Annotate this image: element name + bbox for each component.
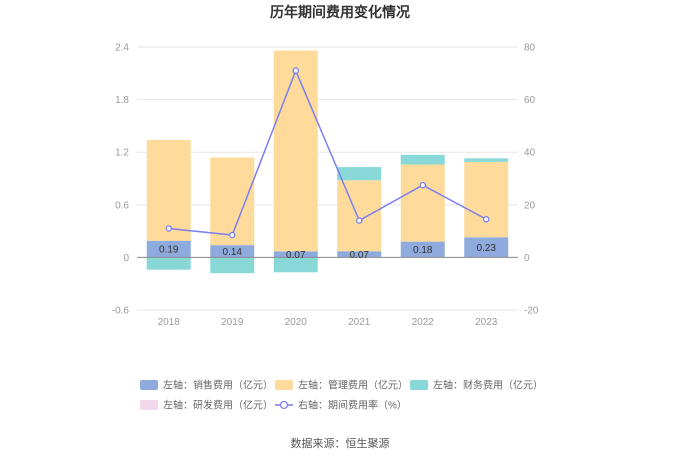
bar-sales-2018 [146,240,191,258]
bar-finance-2021 [337,167,382,181]
legend-label: 左轴：销售费用（亿元） [163,379,273,392]
source-note: 数据来源：恒生聚源 [291,436,390,450]
bar-management-2021 [337,180,382,252]
x-tick-label: 2018 [158,317,181,328]
bar-management-2020 [273,50,318,252]
gridlines [137,46,518,311]
bar-finance-2019 [210,257,255,274]
x-tick-label: 2020 [285,317,308,328]
bar-value-label: 0.07 [286,250,306,261]
right-tick-label: 80 [524,43,536,54]
legend-swatch [410,380,428,390]
expense-ratio-point-2019 [228,231,236,239]
x-tick-label: 2022 [412,317,435,328]
x-tick-label: 2023 [475,317,498,328]
left-tick-label: 1.2 [115,148,129,159]
legend: 左轴：销售费用（亿元） 左轴：管理费用（亿元） 左轴：财务费用（亿元） 左轴：研发费用… [140,379,543,412]
bar-series [146,50,509,274]
legend-label: 左轴：财务费用（亿元） [433,379,543,392]
bar-labels: 0.19 0.14 0.07 0.07 0.18 0.23 [159,243,496,261]
legend-swatch [275,380,293,390]
bar-finance-2023 [464,158,509,162]
x-axis-ticks: 2018 2019 2020 2021 2022 2023 [158,317,498,328]
expense-ratio-point-2020 [292,67,299,74]
right-tick-label: 40 [524,148,536,159]
left-axis-ticks: 2.4 1.8 1.2 0.6 0 -0.6 [112,43,130,317]
bar-finance-2018 [146,257,191,270]
bar-value-label: 0.18 [413,245,433,256]
expense-ratio-point-2021 [355,217,363,224]
legend-label: 左轴：研发费用（亿元） [163,399,273,412]
legend-label: 左轴：管理费用（亿元） [298,379,408,392]
bar-finance-2022 [400,154,445,165]
line-series [165,67,490,239]
bar-management-2019 [210,157,255,246]
legend-label: 右轴：期间费用率（%） [298,399,407,412]
left-tick-label: 2.4 [115,43,129,54]
left-tick-label: 1.8 [115,95,129,106]
right-tick-label: 20 [524,200,536,211]
bar-sales-2023 [464,237,509,258]
right-tick-label: 0 [524,253,530,264]
legend-swatch [140,380,158,390]
bar-value-label: 0.14 [223,247,243,258]
left-tick-label: 0.6 [115,200,129,211]
expense-ratio-line [168,68,487,236]
bar-sales-2021 [337,251,382,258]
x-tick-label: 2019 [221,317,244,328]
x-tick-label: 2021 [348,317,371,328]
bar-management-2022 [400,164,445,242]
expense-ratio-point-2023 [482,216,490,223]
left-tick-label: 0 [123,253,129,264]
right-tick-label: -20 [524,306,539,317]
bar-sales-2019 [210,245,255,258]
bar-value-label: 0.07 [350,250,370,261]
right-axis-ticks: 80 60 40 20 0 -20 [524,43,539,317]
bar-sales-2022 [400,241,445,258]
bar-management-2018 [146,139,191,241]
bar-value-label: 0.23 [477,243,497,254]
expense-ratio-point-2018 [165,225,172,232]
expense-ratio-point-2022 [419,181,426,189]
left-tick-label: -0.6 [112,306,130,317]
bar-finance-2020 [273,257,318,273]
bar-sales-2020 [273,251,318,258]
legend-swatch [140,400,158,410]
bar-management-2023 [464,161,509,238]
chart-title: 历年期间费用变化情况 [270,4,410,20]
right-tick-label: 60 [524,95,536,106]
bar-value-label: 0.19 [159,245,179,256]
legend-line-marker [279,400,289,410]
